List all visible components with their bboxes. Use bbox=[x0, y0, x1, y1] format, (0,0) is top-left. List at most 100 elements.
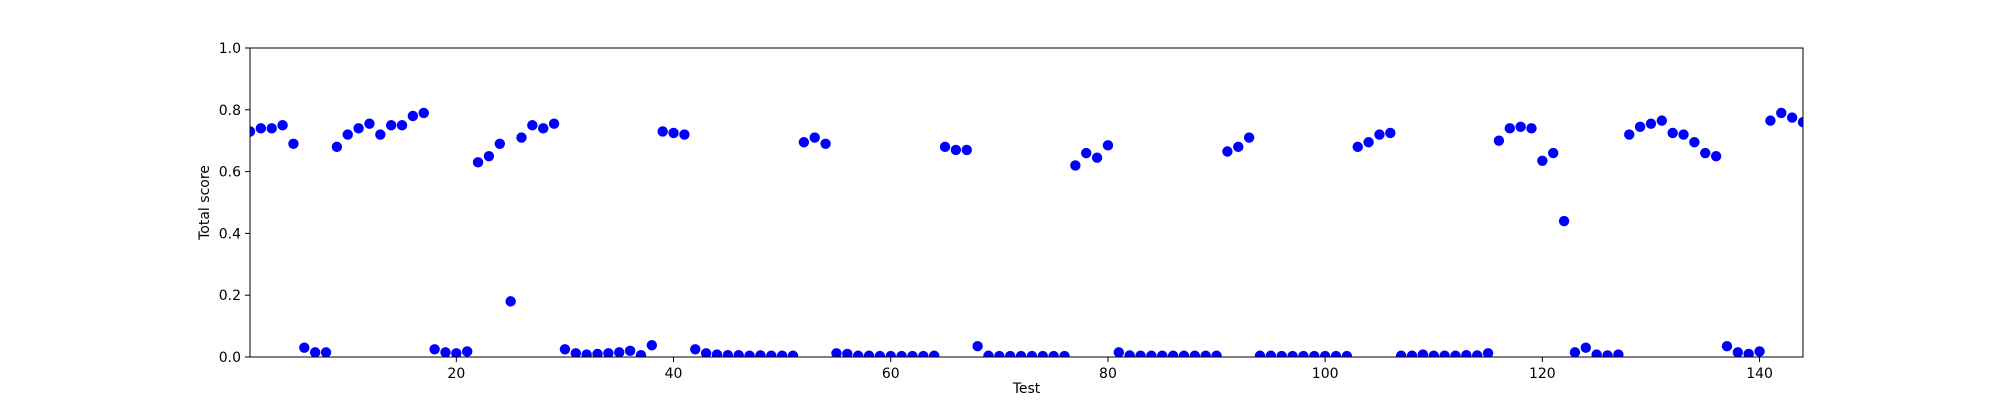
data-point bbox=[1363, 137, 1374, 148]
data-point bbox=[1634, 121, 1646, 132]
data-point bbox=[1624, 129, 1635, 140]
data-point bbox=[1710, 150, 1722, 162]
data-point bbox=[624, 345, 636, 357]
data-point bbox=[994, 350, 1005, 357]
data-point bbox=[744, 350, 755, 357]
data-point bbox=[1493, 135, 1505, 146]
data-point bbox=[1374, 129, 1385, 140]
data-point bbox=[950, 144, 962, 156]
data-point bbox=[1319, 350, 1331, 357]
data-point bbox=[440, 347, 451, 357]
data-point bbox=[288, 138, 299, 149]
data-point bbox=[1037, 350, 1048, 357]
data-point bbox=[385, 120, 397, 131]
data-point bbox=[1580, 342, 1592, 353]
data-point bbox=[896, 350, 907, 357]
x-axis-ticks: 20 40 60 80 100 120 140 bbox=[447, 357, 1773, 382]
data-point bbox=[1309, 350, 1320, 357]
data-point bbox=[874, 350, 886, 357]
data-point bbox=[1167, 350, 1179, 357]
data-point bbox=[1721, 340, 1733, 352]
data-point bbox=[1700, 147, 1711, 159]
data-point bbox=[679, 129, 690, 140]
data-point bbox=[375, 129, 386, 140]
data-point bbox=[353, 123, 364, 134]
data-point bbox=[1797, 116, 1803, 128]
data-point bbox=[1395, 350, 1407, 357]
data-point bbox=[1439, 350, 1450, 357]
data-point bbox=[1048, 350, 1059, 357]
x-tick-label: 20 bbox=[447, 366, 465, 382]
data-point bbox=[842, 348, 853, 357]
data-point bbox=[657, 126, 668, 137]
data-point bbox=[614, 347, 625, 357]
data-point bbox=[505, 296, 516, 307]
data-point bbox=[766, 350, 777, 357]
data-point bbox=[1461, 349, 1472, 357]
data-point bbox=[1428, 350, 1439, 357]
plot-frame bbox=[249, 47, 1804, 358]
data-point bbox=[1178, 350, 1190, 357]
data-point bbox=[1211, 350, 1222, 357]
data-point bbox=[396, 120, 408, 131]
data-point bbox=[592, 348, 603, 357]
data-point bbox=[342, 129, 353, 140]
data-point bbox=[820, 138, 831, 149]
y-tick-label: 0.0 bbox=[219, 350, 241, 366]
data-point bbox=[798, 137, 810, 148]
data-point bbox=[755, 350, 766, 357]
y-tick-label: 0.6 bbox=[219, 165, 241, 181]
data-point bbox=[494, 138, 505, 149]
data-point bbox=[1385, 127, 1396, 139]
data-point bbox=[1569, 347, 1581, 357]
data-point bbox=[852, 350, 864, 357]
data-point bbox=[1754, 346, 1765, 357]
data-point bbox=[1352, 141, 1363, 153]
data-point bbox=[1200, 350, 1211, 357]
data-point bbox=[961, 144, 972, 156]
data-point bbox=[1330, 350, 1342, 357]
data-point bbox=[787, 350, 799, 357]
data-point bbox=[635, 349, 647, 357]
data-point bbox=[548, 118, 560, 129]
data-point bbox=[1406, 350, 1418, 357]
data-points bbox=[250, 107, 1803, 357]
data-point bbox=[299, 342, 310, 353]
data-point bbox=[776, 350, 788, 357]
data-point bbox=[1222, 146, 1233, 157]
x-tick-label: 60 bbox=[882, 366, 900, 382]
data-point bbox=[1591, 349, 1602, 357]
data-point bbox=[516, 132, 527, 143]
data-point bbox=[1482, 348, 1494, 357]
data-point bbox=[668, 127, 679, 139]
x-tick-label: 140 bbox=[1746, 366, 1773, 382]
data-point bbox=[1613, 349, 1624, 357]
data-point bbox=[472, 157, 484, 168]
data-point bbox=[1233, 141, 1244, 153]
data-point bbox=[1113, 347, 1125, 357]
data-point bbox=[1157, 350, 1168, 357]
data-point bbox=[700, 348, 712, 357]
data-point bbox=[1287, 350, 1298, 357]
data-point bbox=[1504, 123, 1515, 134]
data-point bbox=[972, 340, 983, 352]
data-point bbox=[1558, 215, 1570, 227]
data-point bbox=[1341, 350, 1353, 357]
y-axis-label: Total score bbox=[197, 165, 213, 241]
data-point bbox=[1689, 137, 1700, 148]
data-point bbox=[1417, 349, 1429, 357]
data-point bbox=[320, 347, 332, 357]
data-point bbox=[1059, 350, 1070, 357]
data-point bbox=[1005, 350, 1016, 357]
data-point bbox=[331, 141, 343, 153]
data-point bbox=[1135, 350, 1146, 357]
data-point bbox=[1189, 350, 1201, 357]
data-point bbox=[1015, 350, 1027, 357]
data-point bbox=[809, 132, 820, 143]
data-point bbox=[1026, 350, 1038, 357]
data-point bbox=[1743, 348, 1754, 357]
data-point bbox=[1243, 132, 1255, 143]
data-point bbox=[1146, 350, 1157, 357]
data-point bbox=[1526, 123, 1537, 134]
